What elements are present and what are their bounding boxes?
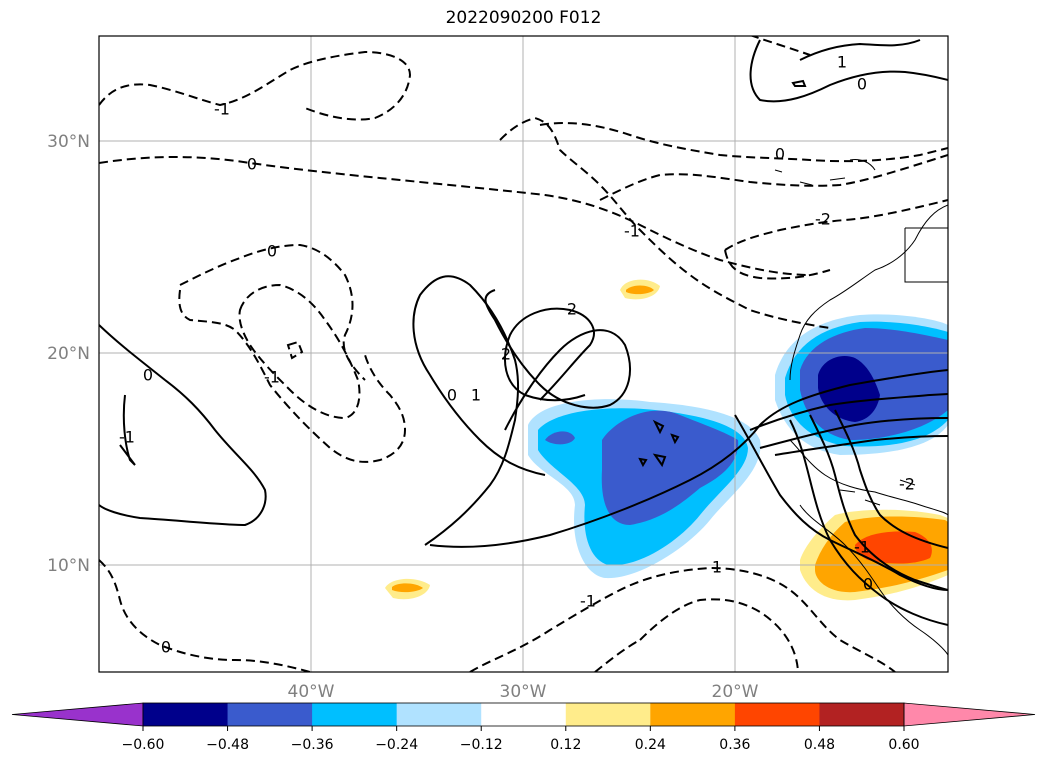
shade-royal-blue-small: [545, 431, 575, 445]
contour-label: 0: [447, 386, 457, 405]
lon-label-30w: 30°W: [500, 682, 547, 702]
contour-label: 2: [567, 300, 577, 319]
map-content: -1 0 0 -1 0 -1 0 1 2 2 0 1 -1 -2 0 1 -1 …: [99, 36, 948, 672]
lat-label-20n: 20°N: [47, 344, 90, 364]
contour-label: -2: [899, 475, 915, 494]
solid-contours: [99, 39, 948, 626]
contour-labels: -1 0 0 -1 0 -1 0 1 2 2 0 1 -1 -2 0 1 -1 …: [119, 53, 915, 657]
lat-label-30n: 30°N: [47, 132, 90, 152]
colorbar-tick-label: −0.24: [375, 737, 418, 753]
contour-label: -1: [580, 592, 596, 611]
contour-label: 0: [857, 75, 867, 94]
colorbar-box: [312, 703, 398, 726]
contour-label: 0: [143, 366, 153, 385]
colorbar-tick-label: −0.36: [291, 737, 334, 753]
colorbar-box: [734, 703, 820, 726]
contour-label: -1: [854, 538, 870, 557]
contour-label: -1: [264, 368, 280, 387]
dashed-contours: [99, 36, 948, 672]
contour-label: -1: [624, 222, 640, 241]
shade-orange-north: [626, 285, 654, 295]
shaded-fields: [385, 279, 948, 601]
colorbar-tick-label: 0.36: [719, 737, 750, 753]
colorbar-box: [396, 703, 482, 726]
contour-label: 1: [837, 53, 847, 72]
contour-label: 1: [712, 558, 722, 577]
colorbar: −0.60 −0.48 −0.36 −0.24 −0.12 0.12 0.24 0.36 0.4…: [11, 702, 1036, 753]
colorbar-extend-high: [903, 702, 1036, 727]
colorbar-tick-label: −0.12: [460, 737, 503, 753]
shade-royal-blue-central: [601, 410, 739, 525]
colorbar-tick-label: −0.48: [206, 737, 249, 753]
colorbar-tick-label: 0.48: [804, 737, 835, 753]
colorbar-box: [819, 703, 905, 726]
colorbar-tick-label: 0.12: [550, 737, 581, 753]
colorbar-extend-low: [11, 702, 144, 727]
contour-label: 2: [501, 345, 511, 364]
contour-label: 0: [863, 575, 873, 594]
shade-navy-east: [818, 355, 880, 422]
contour-label: 0: [775, 145, 785, 164]
colorbar-box: [650, 703, 736, 726]
lon-label-20w: 20°W: [712, 682, 759, 702]
coastlines: [774, 159, 948, 656]
colorbar-frame: [142, 702, 905, 727]
shade-orange-west: [392, 583, 423, 593]
contour-label: -2: [815, 210, 831, 229]
contour-label: 0: [267, 242, 277, 261]
colorbar-box: [565, 703, 651, 726]
contour-label: 1: [471, 386, 481, 405]
contour-label: 0: [161, 638, 171, 657]
colorbar-box: [481, 703, 567, 726]
colorbar-tick-label: −0.60: [122, 737, 165, 753]
map-frame: [98, 35, 949, 673]
colorbar-box: [227, 703, 313, 726]
gridlines: [99, 36, 948, 672]
contour-label: 0: [247, 155, 257, 174]
colorbar-tick-label: 0.60: [888, 737, 919, 753]
colorbar-box: [143, 703, 229, 726]
contour-label: -1: [119, 428, 135, 447]
colorbar-tick-label: 0.24: [635, 737, 666, 753]
contour-label: -1: [214, 100, 230, 119]
lat-label-10n: 10°N: [47, 556, 90, 576]
lon-label-40w: 40°W: [288, 682, 335, 702]
map-title: 2022090200 F012: [445, 8, 602, 28]
